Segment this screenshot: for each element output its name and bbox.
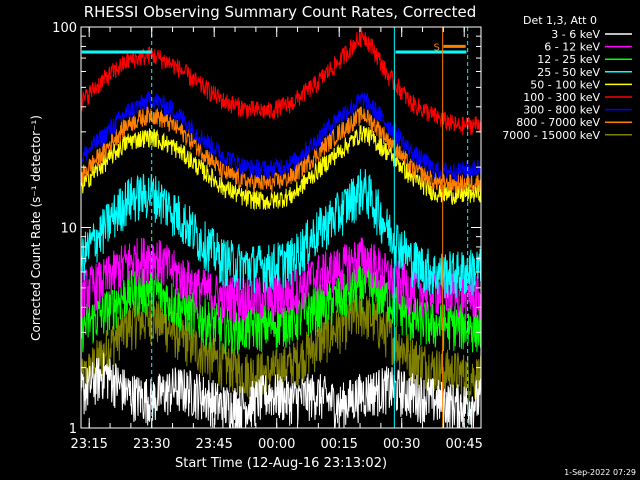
series-line-0 [80,352,482,429]
series-line-3 [80,169,482,299]
legend-label-7: 800 - 7000 keV [516,116,600,129]
y-axis-label: Corrected Count Rate (s⁻¹ detector⁻¹) [29,115,43,341]
series-line-6 [80,91,482,182]
x-axis-label: Start Time (12-Aug-16 23:13:02) [175,456,387,471]
x-tick-label: 23:30 [133,437,170,452]
legend-title: Det 1,3, Att 0 [523,14,597,27]
x-axis-ticks: 23:15 23:30 23:45 00:00 00:15 00:30 00:45 [70,27,483,452]
x-tick-label: 23:15 [70,437,107,452]
legend-label-4: 50 - 100 keV [530,78,600,91]
legend-label-8: 7000 - 15000 keV [502,129,600,142]
timestamp: 1-Sep-2022 07:29 [564,468,636,477]
legend-label-0: 3 - 6 keV [551,28,600,41]
annotation-layer: S [81,27,469,428]
x-tick-label: 00:45 [445,437,482,452]
series-layer [80,27,482,429]
y-tick-label: 10 [60,222,77,237]
series-line-5 [80,27,482,136]
series-line-1 [80,237,482,325]
x-tick-label: 00:15 [320,437,357,452]
y-axis-ticks: 1 10 100 [52,21,481,437]
legend-label-5: 100 - 300 keV [523,91,600,104]
legend-label-3: 25 - 50 keV [537,66,600,79]
legend-label-1: 6 - 12 keV [544,41,600,54]
legend-label-6: 300 - 800 keV [523,104,600,117]
y-tick-label: 1 [69,422,77,437]
legend-label-2: 12 - 25 keV [537,53,600,66]
x-tick-label: 00:30 [383,437,420,452]
x-tick-label: 00:00 [258,437,295,452]
series-line-7 [80,106,482,194]
saa-label: S [434,42,440,53]
chart-title: RHESSI Observing Summary Count Rates, Co… [84,3,477,21]
x-tick-label: 23:45 [195,437,232,452]
y-tick-label: 100 [52,21,77,36]
